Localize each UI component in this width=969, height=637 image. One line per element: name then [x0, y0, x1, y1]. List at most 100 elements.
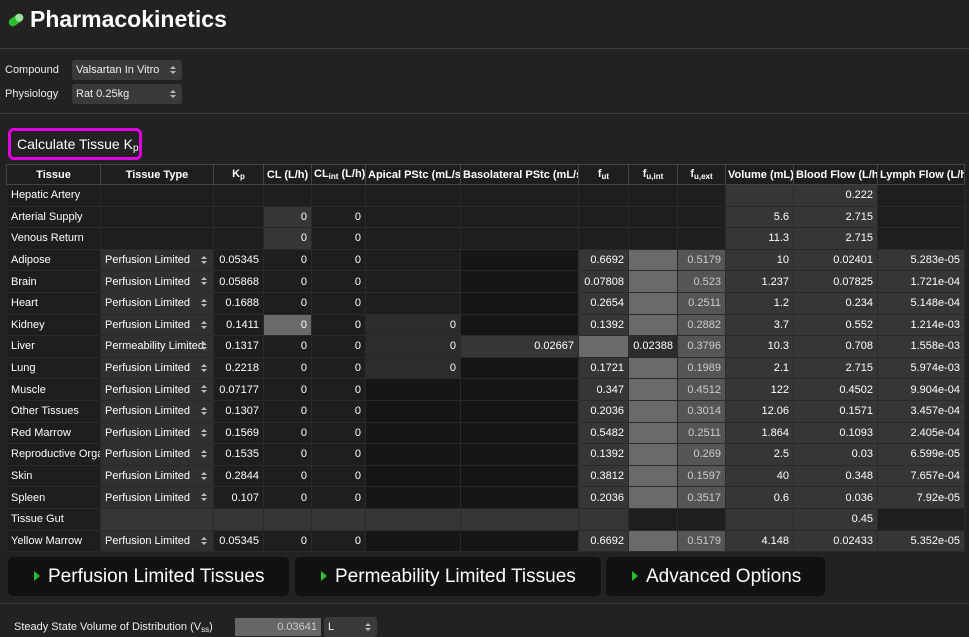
table-cell: 0.4502: [793, 378, 878, 401]
table-cell: 0.02401: [793, 248, 878, 272]
tissue-name: Arterial Supply: [6, 205, 101, 229]
table-cell: 1.864: [725, 421, 794, 445]
table-cell: 0: [311, 529, 366, 553]
tissue-type-select[interactable]: Perfusion Limited: [100, 270, 214, 293]
table-cell: [677, 507, 726, 531]
tissue-name: Red Marrow: [6, 421, 101, 445]
table-cell: 0.2882: [677, 313, 726, 337]
table-cell: 0.1688: [213, 291, 264, 315]
vss-unit-select[interactable]: L: [324, 617, 377, 637]
tissue-type-select[interactable]: Perfusion Limited: [100, 464, 214, 488]
table-cell: 7.657e-04: [877, 464, 965, 488]
tissue-type-select[interactable]: Perfusion Limited: [100, 313, 214, 337]
table-cell: [311, 184, 366, 207]
table-cell: 0: [263, 270, 312, 293]
table-cell: 1.214e-03: [877, 313, 965, 337]
tissue-name: Tissue Gut: [6, 507, 101, 531]
table-cell: [460, 313, 579, 337]
table-cell: [628, 248, 678, 272]
table-cell: [628, 486, 678, 509]
table-cell: 0: [263, 529, 312, 553]
label-text: Tissue: [36, 168, 71, 181]
table-row: Kidney Perfusion Limited 0.1411 0 0 0 0.1392 0.…: [6, 313, 965, 337]
table-cell: 0: [263, 378, 312, 401]
table-cell: 2.715: [793, 227, 878, 250]
tissue-type-select[interactable]: Perfusion Limited: [100, 248, 214, 272]
table-cell: [365, 270, 461, 293]
table-cell: 0.1093: [793, 421, 878, 445]
tissue-type-select[interactable]: Perfusion Limited: [100, 378, 214, 401]
table-cell: 0.348: [793, 464, 878, 488]
table-cell: 0.3517: [677, 486, 726, 509]
table-row: Hepatic Artery 0.222: [6, 184, 965, 207]
table-cell: 0: [311, 270, 366, 293]
table-cell: 0.2036: [578, 486, 629, 509]
table-cell: [365, 464, 461, 488]
table-cell: [365, 227, 461, 250]
table-cell: 0: [263, 421, 312, 445]
tab-button[interactable]: Advanced Options: [606, 557, 825, 596]
table-cell: [628, 529, 678, 553]
table-cell: 0.3014: [677, 399, 726, 423]
table-cell: 3.457e-04: [877, 399, 965, 423]
table-cell: 6.599e-05: [877, 443, 965, 466]
tissue-type-select[interactable]: Perfusion Limited: [100, 443, 214, 466]
table-cell: [365, 507, 461, 531]
table-cell: [460, 205, 579, 229]
table-cell: [578, 184, 629, 207]
physiology-select[interactable]: Rat 0.25kg: [72, 84, 182, 104]
label-subscript: u,int: [646, 172, 664, 181]
tissue-type-select[interactable]: Perfusion Limited: [100, 529, 214, 553]
column-header: Lymph Flow (L/h): [877, 164, 965, 185]
table-cell: [213, 227, 264, 250]
tissue-name: Spleen: [6, 486, 101, 509]
divider: [0, 603, 969, 604]
table-cell: 0: [263, 291, 312, 315]
label-text: Blood Flow (L/h): [796, 168, 878, 181]
table-cell: [877, 227, 965, 250]
tissue-name: Skin: [6, 464, 101, 488]
table-cell: [628, 184, 678, 207]
table-cell: 1.237: [725, 270, 794, 293]
table-cell: 0.07825: [793, 270, 878, 293]
tissue-name: Liver: [6, 335, 101, 358]
tab-button[interactable]: Permeability Limited Tissues: [295, 557, 601, 596]
tissue-type-select[interactable]: Perfusion Limited: [100, 291, 214, 315]
tissue-name: Heart: [6, 291, 101, 315]
compound-select[interactable]: Valsartan In Vitro: [72, 60, 182, 80]
tissue-type-select[interactable]: Perfusion Limited: [100, 486, 214, 509]
table-row: Brain Perfusion Limited 0.05868 0 0 0.07808 0.…: [6, 270, 965, 293]
table-cell: [213, 507, 264, 531]
label-subscript: int: [328, 172, 339, 181]
column-header: fu,int: [628, 164, 678, 185]
label-subscript: ut: [601, 172, 610, 181]
table-cell: 0: [311, 399, 366, 423]
column-header: Volume (mL): [725, 164, 794, 185]
table-cell: 0.347: [578, 378, 629, 401]
tab-button[interactable]: Perfusion Limited Tissues: [8, 557, 289, 596]
table-cell: [677, 184, 726, 207]
table-cell: [365, 205, 461, 229]
table-cell: [263, 507, 312, 531]
tissue-name: Muscle: [6, 378, 101, 401]
table-cell: [460, 464, 579, 488]
table-cell: 0: [263, 205, 312, 229]
table-cell: 0: [263, 356, 312, 380]
tissue-type-select: [100, 205, 214, 229]
tissue-type-select[interactable]: Perfusion Limited: [100, 399, 214, 423]
tissue-name: Lung: [6, 356, 101, 380]
tissue-type-select[interactable]: Permeability Limited: [100, 335, 214, 358]
table-cell: [460, 378, 579, 401]
label-text: K: [232, 168, 241, 180]
table-row: Red Marrow Perfusion Limited 0.1569 0 0 0.548…: [6, 421, 965, 445]
column-header: CLint (L/h): [311, 164, 366, 185]
table-cell: [263, 184, 312, 207]
table-cell: 40: [725, 464, 794, 488]
table-cell: 0.05345: [213, 529, 264, 553]
table-cell: 2.405e-04: [877, 421, 965, 445]
tissue-type-select[interactable]: Perfusion Limited: [100, 421, 214, 445]
tissue-type-select[interactable]: Perfusion Limited: [100, 356, 214, 380]
table-cell: 0.02433: [793, 529, 878, 553]
table-cell: [311, 507, 366, 531]
calculate-button[interactable]: Calculate Tissue Kp: [8, 128, 142, 160]
